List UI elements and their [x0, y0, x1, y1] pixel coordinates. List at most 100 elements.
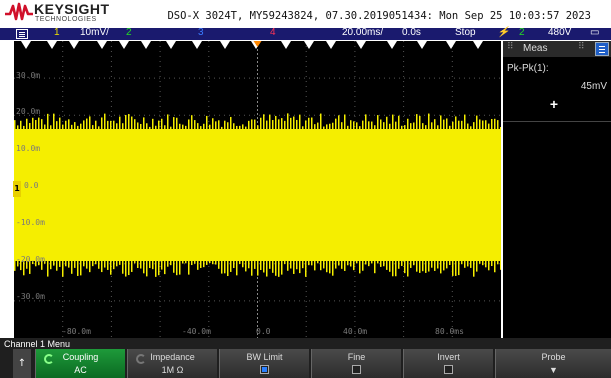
trace-spike — [281, 118, 283, 129]
trace-spike — [467, 123, 469, 129]
trace-spike — [53, 113, 55, 129]
fine-checkbox[interactable] — [352, 365, 361, 374]
trace-spike — [152, 261, 154, 270]
trace-spike — [284, 120, 286, 129]
coupling-softkey[interactable]: Coupling AC — [35, 349, 125, 378]
trace-spike — [470, 126, 472, 129]
trace-spike — [485, 120, 487, 129]
status-bar: 1 10mV/ 2 3 4 20.00ms/ 0.0s Stop ⚡ 2 480… — [0, 27, 611, 40]
trace-spike — [38, 261, 40, 266]
trace-spike — [341, 122, 343, 129]
trace-spike — [131, 261, 133, 272]
trace-spike — [74, 261, 76, 268]
impedance-softkey[interactable]: Impedance 1M Ω — [127, 349, 217, 378]
trace-spike — [272, 261, 274, 273]
x-tick-label: 0.0 — [256, 327, 271, 336]
x-tick-label: -40.0m — [182, 327, 211, 336]
trace-spike — [38, 117, 40, 129]
invert-checkbox[interactable] — [444, 365, 453, 374]
trace-spike — [140, 261, 142, 269]
trace-spike — [230, 261, 232, 272]
invert-softkey[interactable]: Invert — [403, 349, 493, 378]
trace-spike — [116, 261, 118, 267]
channel-3-indicator[interactable]: 3 — [198, 27, 204, 38]
softkey-value: AC — [74, 365, 87, 375]
meas-menu-icon[interactable] — [595, 42, 609, 56]
instrument-info: DSO-X 3024T, MY59243824, 07.30.201905143… — [167, 10, 591, 22]
trace-spike — [113, 261, 115, 270]
trace-spike — [230, 116, 232, 129]
trace-spike — [233, 123, 235, 129]
trace-spike — [134, 261, 136, 264]
channel-1-ground-marker[interactable]: 1 — [13, 181, 21, 197]
trace-spike — [197, 123, 199, 129]
y-tick-label: 10.0m — [16, 144, 41, 153]
knob-icon — [136, 354, 146, 364]
trace-spike — [128, 261, 130, 276]
trace-spike — [215, 121, 217, 129]
trace-spike — [86, 261, 88, 269]
waveform-display[interactable] — [14, 41, 501, 338]
trace-spike — [47, 261, 49, 277]
trace-spike — [359, 261, 361, 274]
trace-spike — [170, 261, 172, 266]
trace-spike — [251, 119, 253, 129]
trace-spike — [467, 261, 469, 267]
trace-spike — [356, 261, 358, 264]
timebase-scale[interactable]: 20.00ms/ — [342, 27, 384, 38]
fine-softkey[interactable]: Fine — [311, 349, 401, 378]
add-measurement-button[interactable]: + — [549, 96, 559, 112]
trace-spike — [419, 115, 421, 129]
run-state: Stop — [455, 27, 476, 38]
trace-spike — [446, 261, 448, 269]
trace-spike — [77, 125, 79, 129]
trigger-level[interactable]: 480V — [548, 27, 572, 38]
trace-spike — [461, 120, 463, 129]
channel-1-scale[interactable]: 10mV/ — [80, 27, 109, 38]
trace-spike — [407, 261, 409, 277]
trace-spike — [461, 261, 463, 265]
trace-spike — [386, 261, 388, 270]
trace-spike — [365, 261, 367, 265]
trace-spike — [17, 125, 19, 129]
trace-spike — [245, 261, 247, 272]
softkey-label: Invert — [437, 352, 460, 362]
menu-icon[interactable] — [16, 29, 28, 39]
trace-spike — [425, 261, 427, 273]
trace-spike — [176, 261, 178, 276]
channel-2-indicator[interactable]: 2 — [126, 27, 132, 38]
trace-spike — [17, 261, 19, 267]
trace-spike — [257, 261, 259, 276]
trace-spike — [329, 261, 331, 274]
trace-spike — [251, 261, 253, 276]
trace-spike — [62, 261, 64, 277]
trace-spike — [224, 120, 226, 129]
back-button[interactable]: ↑ — [13, 349, 31, 378]
trace-spike — [155, 261, 157, 277]
trace-spike — [332, 122, 334, 129]
trace-spike — [311, 117, 313, 129]
trace-spike — [170, 126, 172, 129]
trace-spike — [215, 261, 217, 265]
y-tick-label: -10.0m — [16, 218, 45, 227]
trace-spike — [278, 119, 280, 129]
trace-spike — [287, 261, 289, 271]
trace-spike — [155, 125, 157, 129]
drag-handle-icon[interactable]: ⠿ — [507, 42, 514, 52]
drag-handle-icon[interactable]: ⠿ — [578, 42, 585, 52]
trace-spike — [416, 114, 418, 129]
channel-4-indicator[interactable]: 4 — [270, 27, 276, 38]
trigger-source[interactable]: 2 — [519, 27, 525, 38]
probe-softkey[interactable]: Probe ▼ — [495, 349, 611, 378]
trace-spike — [194, 261, 196, 264]
segment-marker-icon — [47, 41, 57, 49]
trace-spike — [158, 120, 160, 129]
trace-spike — [305, 120, 307, 129]
time-delay[interactable]: 0.0s — [402, 27, 421, 38]
trace-spike — [491, 119, 493, 129]
bw-limit-checkbox[interactable] — [260, 365, 269, 374]
channel-1-indicator[interactable]: 1 — [54, 27, 60, 38]
bw-limit-softkey[interactable]: BW Limit — [219, 349, 309, 378]
trace-spike — [110, 120, 112, 129]
trace-band — [14, 129, 501, 261]
